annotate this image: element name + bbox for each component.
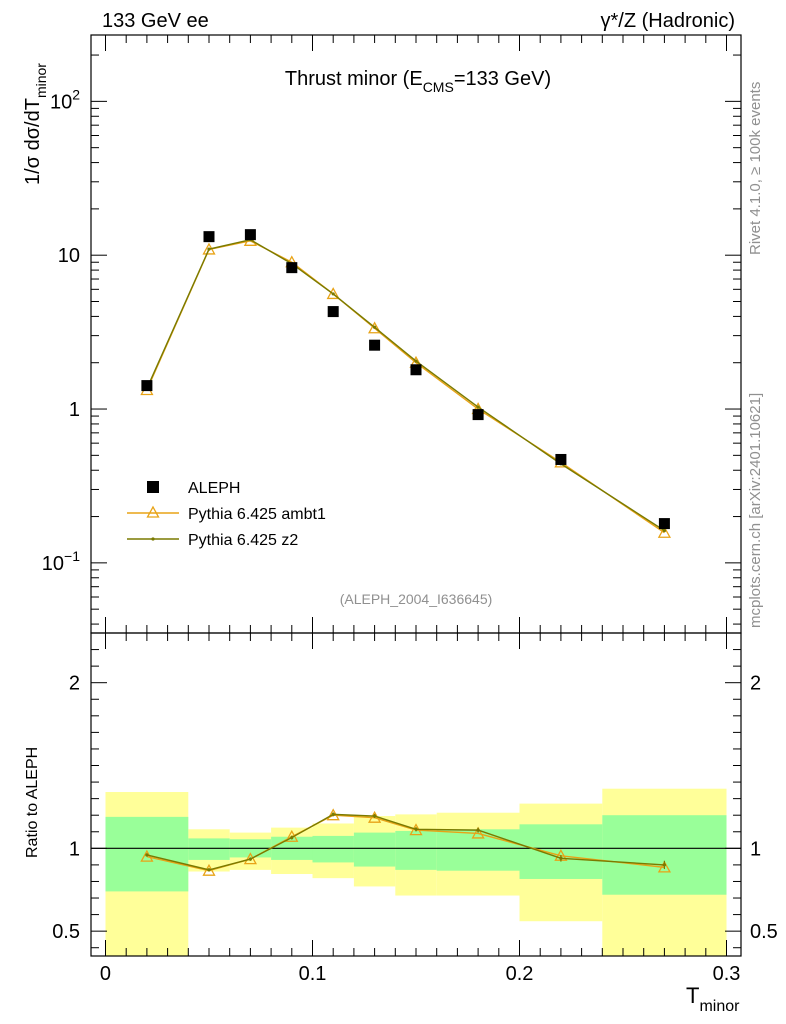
ratio-band-inner: [188, 838, 230, 860]
ratio-band-inner: [312, 835, 354, 863]
point-z2: [476, 405, 480, 409]
ratio-point-z2: [145, 853, 149, 857]
ratio-point-z2: [414, 827, 418, 831]
ratio-point-ambt1: [471, 826, 485, 839]
ratio-band-inner: [353, 832, 396, 867]
point-z2: [207, 247, 211, 251]
analysis-id: (ALEPH_2004_I636645): [340, 591, 493, 607]
point-aleph: [141, 380, 153, 392]
x-tick-label: 0: [100, 963, 111, 985]
series-line-z2: [146, 239, 665, 532]
ratio-y-tick-label: 0.5: [52, 921, 80, 943]
x-tick-label: 0.3: [713, 963, 741, 985]
main-axes: 10−1 1 10 102: [42, 35, 741, 633]
ratio-point-z2: [372, 814, 377, 818]
ratio-line-z2: [146, 813, 665, 871]
x-tick-label: 0.1: [299, 963, 327, 985]
ratio-point-ambt1: [202, 863, 216, 876]
ratio-point-z2: [290, 835, 294, 840]
point-aleph: [327, 306, 339, 318]
point-z2: [372, 325, 377, 329]
point-z2: [414, 359, 418, 363]
ratio-point-z2: [207, 868, 211, 872]
ratio-y-tick-label: 2: [69, 673, 80, 695]
point-z2: [662, 529, 667, 533]
ratio-point-z2: [662, 863, 667, 867]
main-data-layer: [140, 229, 672, 538]
ratio-band-inner: [519, 824, 603, 879]
y-tick-label: 10−1: [42, 548, 80, 575]
mcplots-label: mcplots.cern.ch [arXiv:2401.10621]: [747, 393, 764, 628]
legend-marker-ambt1: [146, 505, 160, 518]
point-ambt1: [657, 525, 672, 538]
x-tick-label: 0.2: [506, 963, 534, 985]
point-aleph: [286, 262, 298, 274]
ratio-data-layer: [91, 788, 741, 956]
point-aleph: [369, 339, 381, 351]
point-ambt1: [326, 287, 340, 300]
x-axis-label: Tminor: [686, 983, 740, 1015]
ratio-band-inner: [395, 830, 437, 870]
point-aleph: [555, 453, 567, 465]
point-z2: [331, 292, 335, 296]
ratio-point-z2: [248, 857, 252, 861]
point-aleph: [244, 229, 256, 241]
point-aleph: [203, 231, 215, 243]
ratio-y-tick-label-right: 2: [750, 673, 761, 695]
ratio-y-tick-label: 1: [69, 838, 80, 860]
chart-title: Thrust minor (ECMS=133 GeV): [285, 68, 551, 95]
y-tick-label: 1: [69, 399, 80, 421]
ratio-point-ambt1: [243, 852, 257, 865]
rivet-label: Rivet 4.1.0, ≥ 100k events: [747, 82, 764, 255]
ratio-point-ambt1: [657, 860, 672, 873]
legend-label-z2: Pythia 6.425 z2: [188, 532, 298, 549]
ratio-panel: 0 0.1 0.2 0.3 0.5 0.5 1 1 2 2 Ratio to ALEPH: [24, 632, 778, 985]
ratio-y-label: Ratio to ALEPH: [24, 747, 41, 858]
point-aleph: [472, 409, 484, 421]
header-left: 133 GeV ee: [102, 10, 209, 32]
y-axis-label: 1/σ dσ/dTminor: [22, 63, 49, 185]
y-tick-label: 102: [50, 86, 80, 113]
point-aleph: [658, 518, 670, 530]
ratio-point-z2: [476, 828, 480, 832]
ratio-y-tick-label-right: 1: [750, 838, 761, 860]
ratio-axes: 0 0.1 0.2 0.3 0.5 0.5 1 1 2 2: [52, 633, 778, 985]
point-ambt1: [367, 321, 382, 334]
ratio-band-inner: [602, 815, 727, 895]
y-tick-label: 10: [58, 245, 80, 267]
legend-label-ambt1: Pythia 6.425 ambt1: [188, 506, 326, 523]
ratio-y-tick-label-right: 0.5: [750, 921, 778, 943]
legend-marker-z2: [151, 537, 155, 541]
ratio-band-inner: [436, 829, 520, 871]
point-aleph: [410, 364, 422, 376]
ratio-frame: [90, 632, 742, 957]
legend-label-aleph: ALEPH: [188, 480, 240, 497]
legend-marker-aleph: [147, 481, 159, 493]
ratio-point-z2: [331, 812, 335, 816]
main-panel: 10−1 1 10 102 Thrust minor (ECMS=133 GeV) (…: [22, 34, 742, 634]
header-right: γ*/Z (Hadronic): [601, 10, 735, 32]
legend: ALEPH Pythia 6.425 ambt1 Pythia 6.425 z2: [127, 480, 326, 549]
ratio-point-z2: [559, 856, 563, 860]
